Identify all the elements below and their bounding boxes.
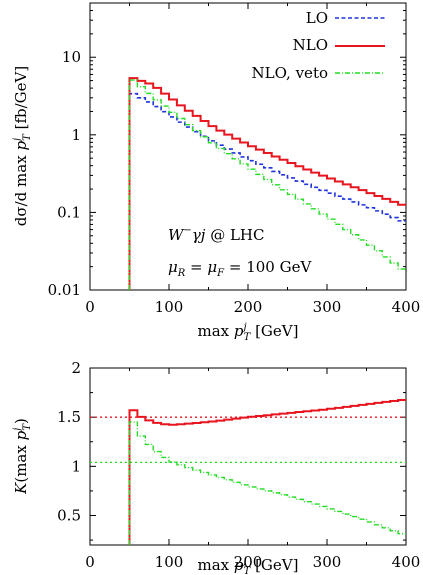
y-axis-label: dσ/d max pjT [fb/GeV] — [12, 66, 33, 226]
x-tick-label: 200 — [234, 553, 263, 571]
y-tick-label: 2 — [71, 359, 81, 377]
process-annotation: W−γj @ LHC — [168, 225, 265, 244]
x-tick-label: 100 — [155, 298, 184, 316]
x-tick-label: 400 — [392, 298, 421, 316]
series-group — [128, 77, 406, 290]
x-tick-label: 200 — [234, 298, 263, 316]
legend: LO NLO NLO, veto — [252, 9, 385, 82]
y-tick-label: 0.01 — [48, 281, 81, 299]
plot-frame — [89, 367, 407, 546]
x-tick-label: 0 — [85, 298, 95, 316]
y-tick-label: 1 — [71, 457, 81, 475]
series-line-nlo — [128, 398, 406, 545]
x-tick-label: 300 — [313, 553, 342, 571]
series-line-nlo-veto — [128, 79, 406, 290]
tick-group: 0 100 200 300 400 0.01 0.1 1 10 — [48, 3, 421, 316]
legend-label-lo: LO — [306, 9, 328, 27]
cross-section-panel: 0 100 200 300 400 0.01 0.1 1 10 dσ/d max pjT [fb… — [12, 2, 421, 343]
y-tick-label: 1.5 — [57, 408, 81, 426]
scale-annotation: μR = μF = 100 GeV — [168, 258, 312, 279]
y-tick-label: 1 — [71, 126, 81, 144]
series-line-lo — [128, 92, 406, 290]
legend-label-nlo-veto: NLO, veto — [252, 64, 328, 82]
y-axis-label: K(max pjT) — [12, 418, 33, 495]
k-factor-panel: 0 100 200 300 400 0.5 1 1.5 2 K(max pjT) max pj T… — [12, 359, 420, 575]
y-tick-label: 10 — [62, 48, 81, 66]
x-tick-label: 300 — [313, 298, 342, 316]
tick-group: 0 100 200 300 400 0.5 1 1.5 2 — [57, 359, 420, 571]
x-axis-label: max pj T [GeV] — [198, 322, 299, 343]
x-tick-label: 0 — [85, 553, 95, 571]
x-tick-label: 100 — [155, 553, 184, 571]
y-tick-label: 0.5 — [57, 507, 81, 525]
x-tick-label: 400 — [392, 553, 421, 571]
series-line-nlo-veto — [128, 421, 406, 545]
y-tick-label: 0.1 — [57, 203, 81, 221]
x-axis-label: max pj T [GeV] — [198, 556, 299, 575]
series-line-nlo — [128, 77, 406, 290]
legend-label-nlo: NLO — [293, 36, 328, 54]
series-group — [90, 398, 406, 545]
